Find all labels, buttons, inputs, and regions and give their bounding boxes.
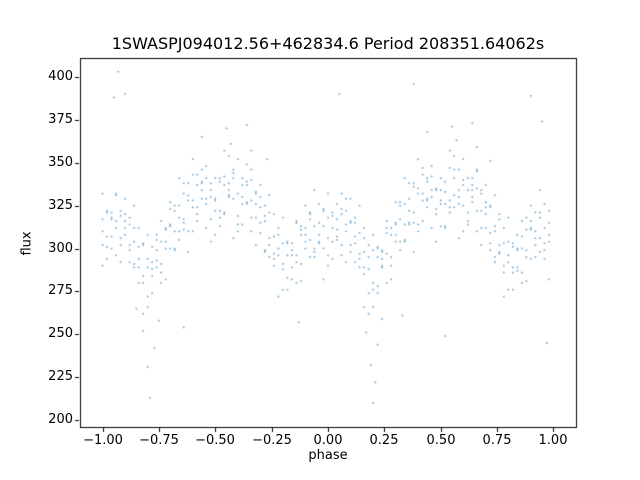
y-tick-label: 400 [48,69,73,84]
y-tick-label: 325 [48,198,73,213]
y-tick-label: 200 [48,412,73,427]
y-tick-label: 300 [48,241,73,256]
x-tick-label: 0.00 [313,433,343,448]
x-tick-label: 1.00 [538,433,568,448]
x-tick-label: −0.25 [252,433,292,448]
x-tick-label: −0.50 [195,433,235,448]
x-tick-label: 0.75 [482,433,512,448]
y-tick-label: 225 [48,369,73,384]
y-tick-label: 350 [48,155,73,170]
x-tick-label: −1.00 [83,433,123,448]
y-tick-label: 375 [48,112,73,127]
x-axis-label: phase [308,448,348,463]
chart-title: 1SWASPJ094012.56+462834.6 Period 208351.… [111,34,545,53]
x-tick-label: 0.25 [369,433,399,448]
x-tick-label: 0.50 [426,433,456,448]
y-tick-label: 275 [48,283,73,298]
y-tick-label: 250 [48,326,73,341]
x-tick-label: −0.75 [139,433,179,448]
